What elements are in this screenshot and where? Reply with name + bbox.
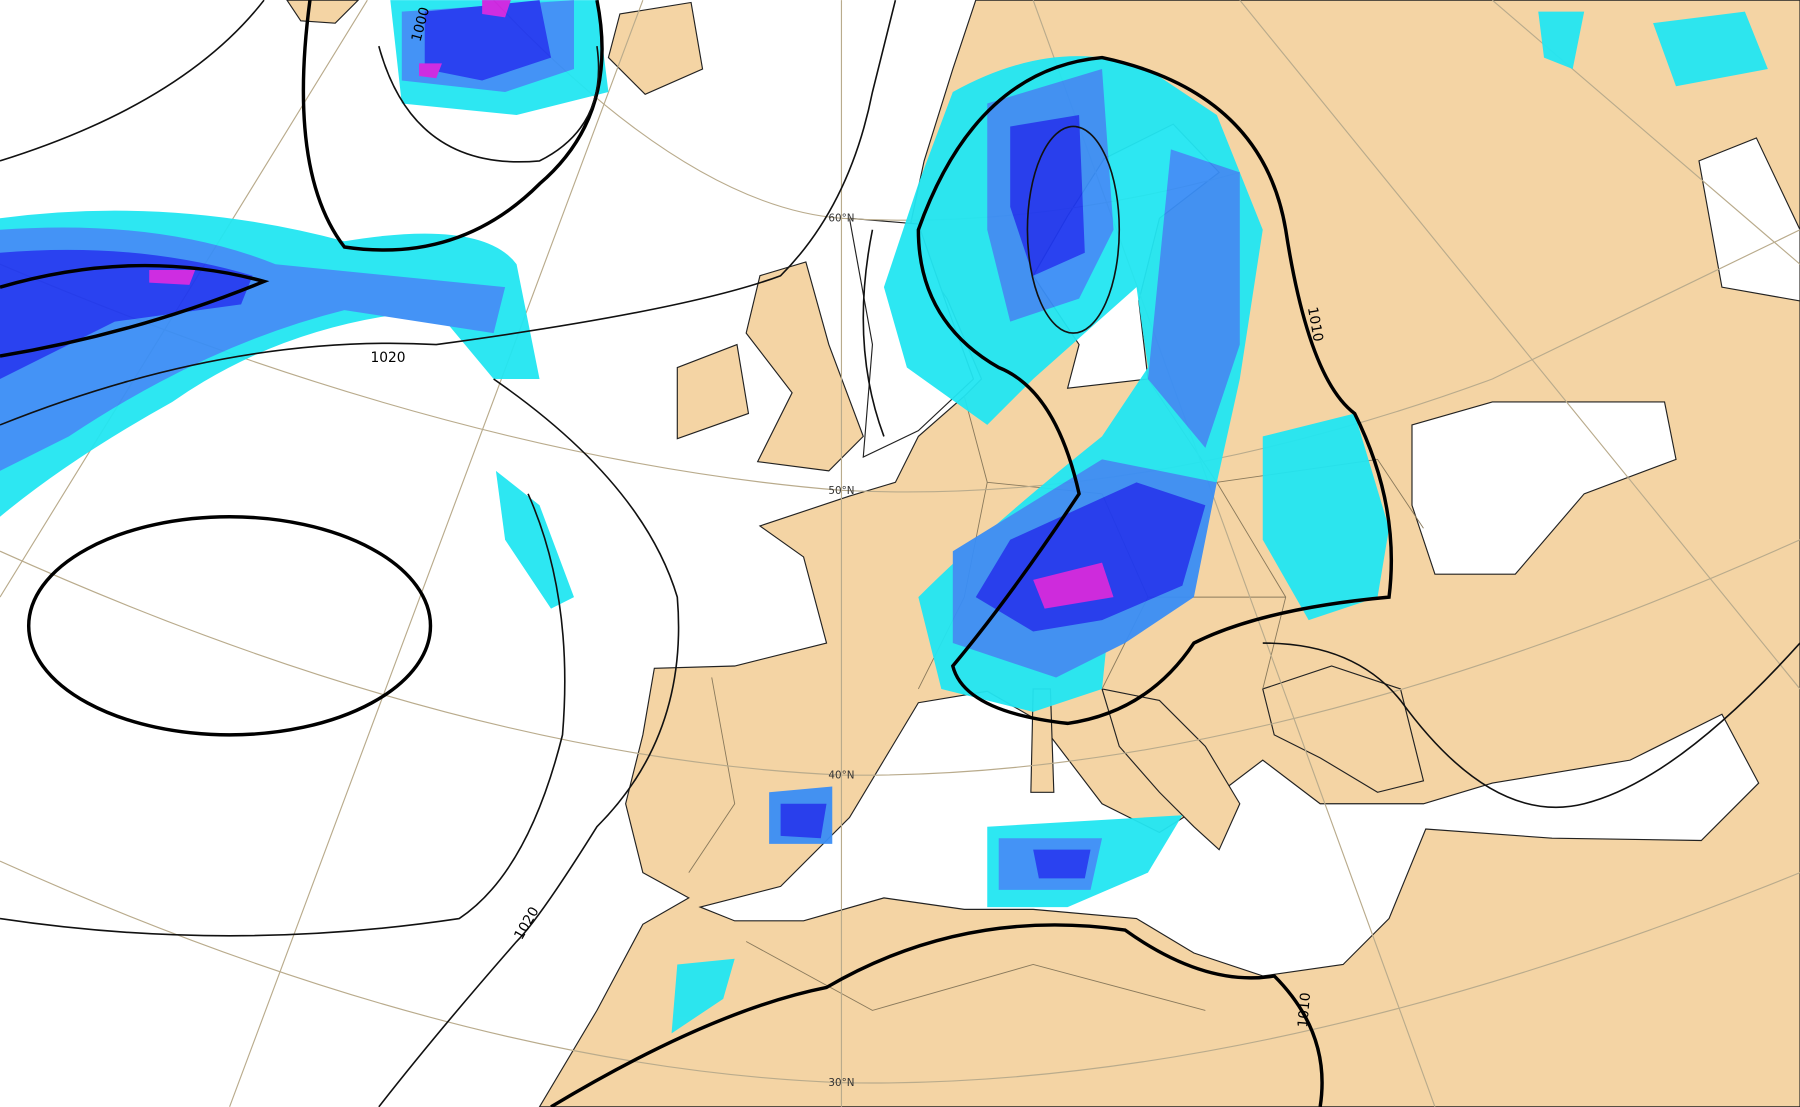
isobar bbox=[26, 515, 433, 737]
caspian-sea bbox=[1698, 137, 1800, 302]
ireland bbox=[676, 343, 750, 440]
isobar-label: 1020 bbox=[370, 350, 405, 366]
latitude-label: 50°N bbox=[828, 485, 854, 497]
isobar bbox=[916, 55, 1394, 726]
isobar bbox=[0, 263, 270, 358]
isobar bbox=[0, 229, 1800, 937]
latitude-label: 30°N bbox=[828, 1077, 854, 1089]
precipitation bbox=[0, 0, 1768, 1034]
balkans bbox=[1262, 665, 1425, 793]
isobar bbox=[1026, 125, 1121, 334]
isobar bbox=[301, 0, 604, 252]
isobar bbox=[550, 923, 1324, 1107]
isobar bbox=[378, 378, 680, 1107]
precip-cyan bbox=[1262, 413, 1390, 621]
isobar bbox=[0, 0, 897, 426]
isobar-label: 1010 bbox=[1295, 992, 1314, 1028]
isobar-label: 1010 bbox=[1304, 306, 1326, 343]
latitude-label: 60°N bbox=[828, 213, 854, 225]
latitude-label: 40°N bbox=[828, 770, 854, 782]
precip-cyan bbox=[390, 0, 1768, 1034]
latitude-line bbox=[0, 860, 1800, 1084]
latitude-labels: 60°N 50°N 40°N 30°N bbox=[828, 213, 854, 1089]
iceland bbox=[607, 1, 704, 95]
italy bbox=[1101, 688, 1241, 851]
great-britain bbox=[745, 261, 864, 472]
greenland bbox=[286, 0, 360, 24]
latitude-line bbox=[0, 539, 1800, 776]
black-sea bbox=[1411, 401, 1677, 575]
